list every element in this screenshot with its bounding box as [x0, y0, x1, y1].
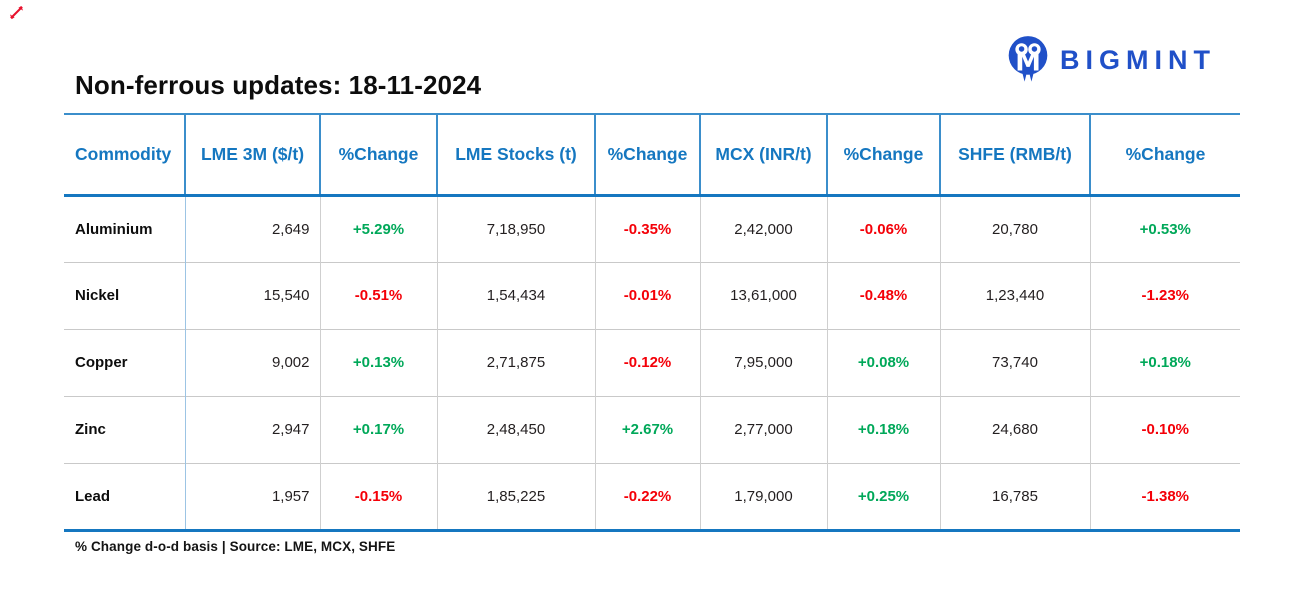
cell-commodity: Lead: [64, 462, 185, 530]
cell-lme-stocks: 7,18,950: [436, 195, 595, 262]
cell-shfe: 1,23,440: [939, 261, 1090, 329]
cell-shfe: 24,680: [939, 395, 1090, 463]
col-header-commodity: Commodity: [64, 114, 185, 197]
cell-lme-3m: 2,947: [184, 395, 320, 463]
footnote: % Change d-o-d basis | Source: LME, MCX,…: [75, 539, 396, 554]
cell-mcx-change: -0.48%: [826, 261, 940, 329]
cell-mcx: 13,61,000: [699, 261, 827, 329]
cell-commodity: Aluminium: [75, 220, 153, 238]
cell-lme-stocks: 2,71,875: [436, 328, 595, 396]
cell-commodity: Zinc: [64, 395, 185, 463]
cell-lme-stocks: 1,54,434: [436, 261, 595, 329]
col-header-shfe-change: %Change: [1089, 114, 1240, 197]
cell-lme-3m-change: +0.17%: [319, 395, 437, 463]
cell-lme-3m: 15,540: [184, 261, 320, 329]
cell-lme-stocks: 2,48,450: [436, 395, 595, 463]
col-header-mcx-change: %Change: [826, 114, 940, 197]
cell-lme-3m-change: +5.29%: [319, 195, 437, 262]
cell-commodity: Copper: [64, 328, 185, 396]
cell-lme-3m-change: -0.15%: [319, 462, 437, 530]
table-header-row: Commodity LME 3M ($/t) %Change LME Stock…: [64, 114, 1240, 197]
cell-shfe: 73,740: [939, 328, 1090, 396]
cell-shfe-change: +0.18%: [1089, 328, 1240, 396]
bigmint-logo-icon: M: [1008, 36, 1048, 82]
cell-shfe-change: -1.23%: [1089, 261, 1240, 329]
svg-text:M: M: [1015, 48, 1041, 78]
cell-lme-3m-change: -0.51%: [319, 261, 437, 329]
table-row: Copper 9,002 +0.13% 2,71,875 -0.12% 7,95…: [64, 328, 1240, 396]
cell-lme-3m-change: +0.13%: [319, 328, 437, 396]
cell-mcx-change: +0.08%: [826, 328, 940, 396]
cell-lme-stocks-change: -0.22%: [594, 462, 700, 530]
cell-shfe-change: -1.38%: [1089, 462, 1240, 530]
col-header-lme-3m-change: %Change: [319, 114, 437, 197]
cell-lme-stocks-change: -0.35%: [594, 195, 700, 262]
table-row: Nickel 15,540 -0.51% 1,54,434 -0.01% 13,…: [64, 261, 1240, 329]
col-header-lme-stocks-change: %Change: [594, 114, 700, 197]
cell-commodity: Nickel: [64, 261, 185, 329]
brand-wordmark: BIGMINT: [1060, 44, 1216, 75]
cell-lme-stocks-change: -0.12%: [594, 328, 700, 396]
cell-mcx: 7,95,000: [699, 328, 827, 396]
col-header-shfe: SHFE (RMB/t): [939, 114, 1090, 197]
cell-mcx: 1,79,000: [699, 462, 827, 530]
cell-shfe-change: +0.53%: [1089, 195, 1240, 262]
cell-shfe: 20,780: [939, 195, 1090, 262]
col-header-lme-stocks: LME Stocks (t): [436, 114, 595, 197]
cell-shfe-change: -0.10%: [1089, 395, 1240, 463]
table-row: Aluminium 2,649 +5.29% 7,18,950 -0.35% 2…: [64, 195, 1240, 262]
table-row: Zinc 2,947 +0.17% 2,48,450 +2.67% 2,77,0…: [64, 395, 1240, 463]
cell-lme-3m: 1,957: [184, 462, 320, 530]
cell-mcx-change: +0.25%: [826, 462, 940, 530]
table-row: Lead 1,957 -0.15% 1,85,225 -0.22% 1,79,0…: [64, 462, 1240, 530]
cell-lme-stocks: 1,85,225: [436, 462, 595, 530]
cell-mcx-change: -0.06%: [826, 195, 940, 262]
cell-lme-stocks-change: +2.67%: [594, 395, 700, 463]
cell-mcx: 2,77,000: [699, 395, 827, 463]
col-header-mcx: MCX (INR/t): [699, 114, 827, 197]
cell-shfe: 16,785: [939, 462, 1090, 530]
cell-mcx-change: +0.18%: [826, 395, 940, 463]
page-title: Non-ferrous updates: 18-11-2024: [75, 70, 482, 100]
cell-lme-3m: 9,002: [184, 328, 320, 396]
commodity-table: Commodity LME 3M ($/t) %Change LME Stock…: [64, 113, 1240, 532]
cell-lme-3m: 2,649: [184, 195, 320, 262]
corner-red-mark: [9, 5, 24, 20]
cell-mcx: 2,42,000: [699, 195, 827, 262]
cell-lme-stocks-change: -0.01%: [594, 261, 700, 329]
brand-logo: M BIGMINT: [1005, 34, 1216, 86]
col-header-lme-3m: LME 3M ($/t): [184, 114, 320, 197]
